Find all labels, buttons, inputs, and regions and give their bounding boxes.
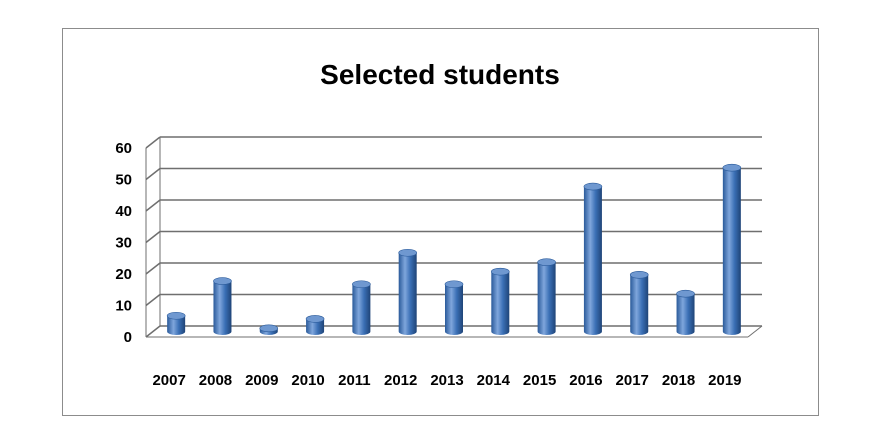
chart-frame — [62, 28, 819, 416]
bar-body — [213, 281, 232, 335]
x-tick-label: 2016 — [569, 372, 602, 389]
bar-body — [722, 167, 741, 335]
gridline-depth — [145, 199, 161, 212]
x-tick-label: 2012 — [384, 372, 417, 389]
bar — [213, 277, 232, 335]
bar — [305, 315, 325, 335]
bar — [444, 280, 464, 335]
bar-top — [676, 289, 695, 298]
floor-right-edge — [747, 325, 763, 338]
x-tick-label: 2019 — [708, 372, 741, 389]
bar-body — [630, 274, 649, 335]
x-tick-label: 2007 — [152, 372, 185, 389]
bar-top — [722, 163, 742, 172]
gridline-depth — [145, 293, 161, 307]
bar-body — [537, 262, 556, 335]
gridline-depth — [145, 136, 161, 149]
x-tick-label: 2017 — [616, 372, 649, 389]
gridline-depth — [145, 262, 161, 275]
y-tick-label: 30 — [115, 235, 132, 252]
bar-top — [583, 182, 603, 191]
bar — [166, 311, 186, 335]
y-tick-label: 0 — [124, 329, 132, 346]
bar — [259, 324, 279, 335]
bar-top — [259, 324, 279, 333]
x-tick-label: 2008 — [199, 372, 232, 389]
bar-body — [676, 293, 695, 335]
x-tick-label: 2009 — [245, 372, 278, 389]
chart-title: Selected students — [320, 59, 560, 90]
bar-top — [352, 280, 371, 289]
bar-top — [305, 315, 325, 323]
bar — [583, 182, 603, 335]
bar-top — [166, 311, 186, 320]
y-axis-ticks: 0 10 20 30 40 50 60 — [115, 140, 132, 346]
y-tick-label: 10 — [115, 298, 132, 315]
bar — [676, 289, 695, 335]
x-axis-ticks: 2007 2008 2009 2010 2011 2012 2013 2014 2015 2016… — [152, 372, 741, 389]
bar-top — [398, 248, 417, 257]
bar-body — [491, 271, 510, 335]
y-tick-label: 40 — [115, 203, 132, 220]
x-tick-label: 2013 — [430, 372, 463, 389]
gridlines — [145, 136, 762, 338]
gridline-depth — [145, 230, 161, 244]
gridline-depth — [145, 325, 161, 338]
y-tick-label: 50 — [115, 172, 132, 189]
bar — [352, 280, 371, 335]
bar — [629, 270, 649, 335]
bar-top — [629, 270, 649, 279]
bar-top — [491, 267, 510, 276]
x-tick-label: 2018 — [662, 372, 695, 389]
y-tick-label: 60 — [115, 140, 132, 157]
x-tick-label: 2014 — [477, 372, 511, 389]
bar — [398, 248, 417, 335]
bar-body — [306, 318, 325, 335]
x-tick-label: 2011 — [338, 372, 371, 389]
bar-top — [444, 280, 464, 289]
bar — [722, 163, 742, 335]
bar-body — [398, 252, 417, 335]
bar — [537, 258, 556, 335]
bar-body — [352, 284, 371, 335]
y-tick-label: 20 — [115, 266, 132, 283]
bars — [166, 163, 742, 335]
bar-top — [213, 277, 232, 285]
bar — [491, 267, 510, 335]
gridline-depth — [145, 167, 161, 181]
bar-body — [445, 284, 463, 335]
bar-top — [537, 258, 556, 267]
x-tick-label: 2010 — [291, 372, 324, 389]
x-tick-label: 2015 — [523, 372, 556, 389]
bar-body — [583, 186, 602, 335]
bar-body — [167, 315, 186, 335]
